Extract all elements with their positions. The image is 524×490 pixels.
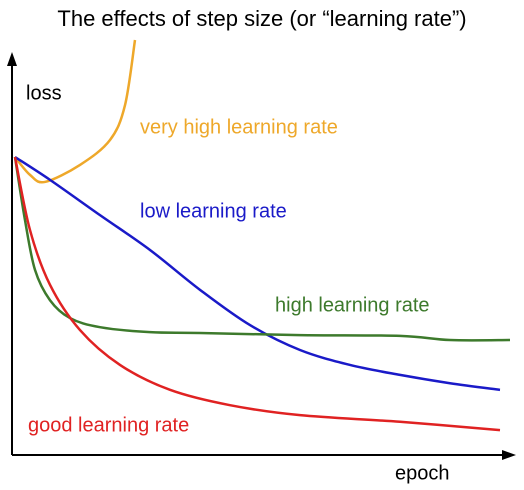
line-series xyxy=(14,155,501,392)
line-series xyxy=(14,39,137,184)
chart-title: The effects of step size (or “learning r… xyxy=(57,6,466,31)
series-label: very high learning rate xyxy=(140,116,338,138)
line-series xyxy=(13,156,511,342)
series-label: good learning rate xyxy=(28,414,189,436)
x-axis-label: epoch xyxy=(395,462,450,484)
series-label: low learning rate xyxy=(140,200,287,222)
series-label: high learning rate xyxy=(275,294,430,316)
y-axis-label: loss xyxy=(26,82,62,104)
y-axis-arrow xyxy=(7,52,17,66)
x-axis-arrow xyxy=(502,450,516,460)
plot-area xyxy=(13,39,511,432)
line-series xyxy=(13,156,501,432)
